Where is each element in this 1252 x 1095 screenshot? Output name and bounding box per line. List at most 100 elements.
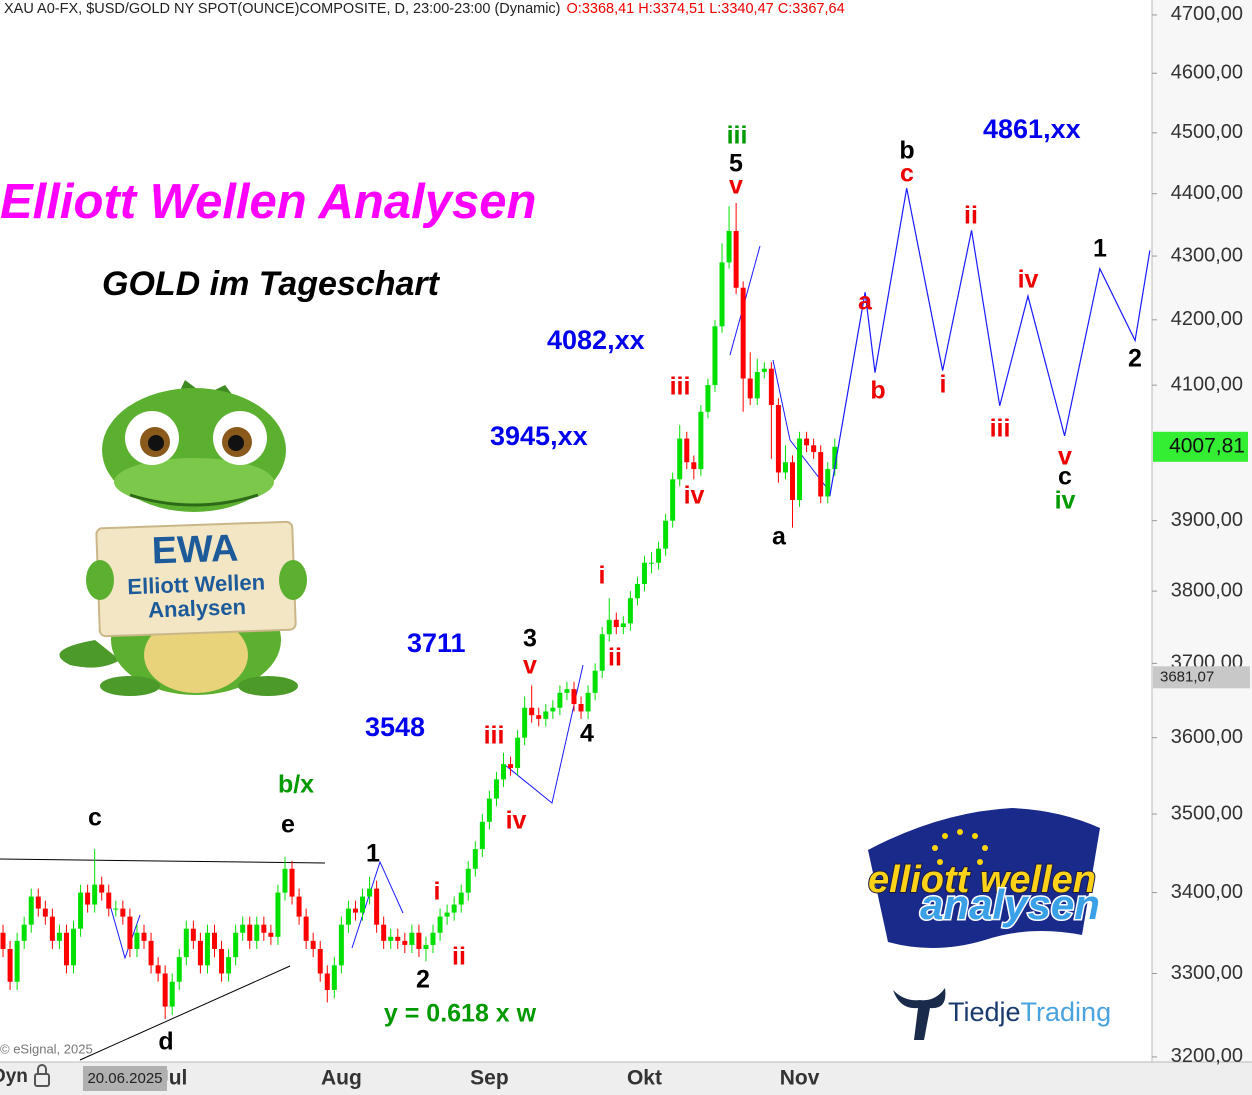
logo-flag bbox=[868, 808, 1100, 949]
candle-body bbox=[564, 689, 570, 693]
logo-stars bbox=[932, 829, 988, 865]
cursor-date-box bbox=[83, 1066, 167, 1091]
wave-label: v bbox=[729, 172, 743, 200]
candle-body bbox=[423, 944, 429, 949]
price-target: 4861,xx bbox=[983, 114, 1081, 144]
wave-label: ii bbox=[608, 644, 622, 672]
mascot-hand bbox=[279, 560, 307, 600]
price-target: 3711 bbox=[407, 628, 466, 658]
candle-body bbox=[395, 936, 401, 941]
header: XAU A0-FX, $USD/GOLD NY SPOT(OUNCE)COMPO… bbox=[4, 1, 845, 17]
candle-body bbox=[818, 452, 824, 497]
y-tick-label: 3600,00 bbox=[1171, 726, 1243, 748]
last-price: 4007,81 bbox=[1169, 434, 1245, 457]
wave-label: v bbox=[523, 652, 537, 680]
candle-body bbox=[606, 619, 612, 635]
candle-body bbox=[691, 462, 697, 470]
wave-sketch bbox=[109, 904, 141, 960]
candle-body bbox=[437, 916, 443, 933]
candle-body bbox=[592, 670, 598, 693]
candle-body bbox=[28, 896, 34, 925]
candle-body bbox=[99, 884, 105, 893]
mascot: EWA Elliott Wellen Analysen bbox=[59, 380, 307, 696]
cursor-date: 20.06.2025 bbox=[87, 1070, 162, 1087]
candle-body bbox=[78, 892, 84, 929]
x-tick-label: Aug bbox=[321, 1067, 362, 1090]
candle-body bbox=[677, 438, 683, 480]
y-tick-label: 4700,00 bbox=[1171, 3, 1243, 25]
candle-body bbox=[550, 707, 556, 712]
candle-body bbox=[515, 737, 521, 768]
y-tick-label: 4100,00 bbox=[1171, 373, 1243, 395]
y-tick-label: 4400,00 bbox=[1171, 182, 1243, 204]
candle-body bbox=[289, 868, 295, 897]
candle-body bbox=[35, 896, 41, 909]
candle-body bbox=[204, 932, 210, 966]
logo-text: analysen bbox=[920, 881, 1100, 928]
candle-body bbox=[613, 619, 619, 628]
candle-body bbox=[620, 623, 626, 628]
wave-label: v bbox=[1058, 443, 1072, 471]
candle-body bbox=[14, 940, 20, 982]
candle-body bbox=[0, 932, 6, 949]
mascot-hand bbox=[86, 560, 114, 600]
candle-body bbox=[656, 548, 662, 563]
wave-label: d bbox=[158, 1028, 173, 1056]
candle-body bbox=[240, 924, 246, 933]
candle-body bbox=[360, 896, 366, 913]
candle-body bbox=[197, 940, 203, 966]
y-tick-label: 3800,00 bbox=[1171, 579, 1243, 601]
wave-label: b bbox=[899, 137, 914, 165]
y-tick-label: 3400,00 bbox=[1171, 881, 1243, 903]
candle-body bbox=[529, 707, 535, 716]
candle-body bbox=[374, 888, 380, 925]
candle-body bbox=[740, 287, 746, 379]
wave-label: iv bbox=[1018, 266, 1039, 294]
candle-body bbox=[782, 462, 788, 473]
candle-body bbox=[444, 912, 450, 917]
wave-label: ii bbox=[452, 943, 466, 971]
candle-body bbox=[226, 957, 232, 974]
x-tick-label: Nov bbox=[780, 1067, 820, 1090]
price-axis-panel bbox=[1152, 0, 1252, 1062]
candle-body bbox=[578, 703, 584, 712]
candle-body bbox=[106, 892, 112, 909]
wave-label: c bbox=[1058, 463, 1072, 491]
candle-body bbox=[536, 715, 542, 719]
candle-body bbox=[282, 868, 288, 893]
wave-label: y = 0.618 x w bbox=[384, 1000, 537, 1028]
candle-body bbox=[324, 973, 330, 990]
candle-body bbox=[148, 940, 154, 966]
x-tick-label: Okt bbox=[627, 1067, 662, 1090]
candle-body bbox=[275, 892, 281, 937]
candle-body bbox=[747, 378, 753, 399]
candle-body bbox=[761, 368, 767, 372]
candle-body bbox=[698, 411, 704, 470]
brand: TiedjeTrading bbox=[948, 997, 1111, 1027]
wave-sketch bbox=[504, 664, 584, 804]
bull-icon bbox=[893, 988, 946, 1040]
mascot-belly bbox=[144, 617, 248, 693]
wave-label: c bbox=[88, 804, 102, 832]
time-axis-panel bbox=[0, 1062, 1252, 1095]
copyright: © eSignal, 2025 bbox=[0, 1041, 93, 1056]
y-tick-label: 3300,00 bbox=[1171, 962, 1243, 984]
candle-body bbox=[261, 924, 267, 933]
candle-body bbox=[451, 904, 457, 913]
sign-line: Analysen bbox=[148, 594, 247, 622]
mascot-pupil bbox=[148, 435, 164, 451]
mascot-foot bbox=[238, 676, 298, 696]
header-ohlc: O:3368,41 H:3374,51 L:3340,47 C:3367,64 bbox=[567, 1, 845, 17]
candle-body bbox=[303, 916, 309, 941]
wave-label: a bbox=[858, 288, 873, 316]
wave-sketch bbox=[772, 359, 831, 493]
wave-label: i bbox=[434, 878, 441, 906]
candle-body bbox=[331, 965, 337, 990]
candle-body bbox=[120, 908, 126, 917]
candle-body bbox=[465, 868, 471, 893]
wave-label: c bbox=[900, 160, 914, 188]
candle-body bbox=[571, 689, 577, 704]
candle-body bbox=[338, 924, 344, 966]
candle-body bbox=[754, 371, 760, 399]
